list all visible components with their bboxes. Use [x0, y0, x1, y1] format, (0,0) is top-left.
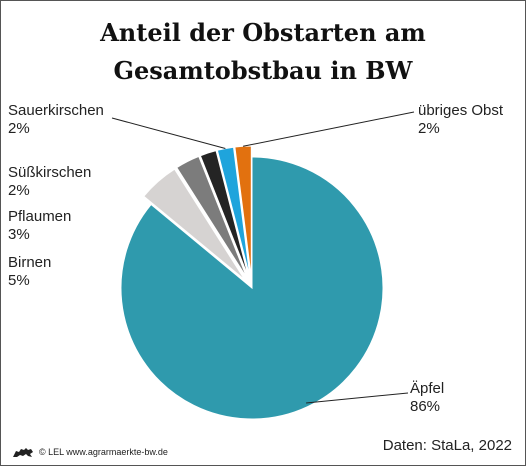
pie-slice-suesskirschen [199, 150, 250, 278]
label-aepfel-value: 86% [410, 398, 441, 415]
label-pflaumen: Pflaumen 3% [8, 208, 71, 244]
footer-copyright: © LEL www.agrarmaerkte-bw.de [39, 447, 168, 457]
lion-logo-icon [13, 448, 33, 457]
leader-line-aepfel [306, 392, 409, 404]
leader-line-uebriges-obst [242, 111, 415, 147]
label-suesskirschen-value: 2% [8, 182, 30, 199]
footer-source: Daten: StaLa, 2022 [382, 437, 512, 454]
label-pflaumen-name: Pflaumen [8, 208, 72, 225]
footer-credit: © LEL www.agrarmaerkte-bw.de [12, 444, 168, 460]
label-aepfel: Äpfel 86% [410, 380, 444, 416]
chart-title-line-1: Anteil der Obstarten am [100, 18, 426, 47]
label-pflaumen-value: 3% [8, 226, 30, 243]
label-uebriges-obst: übriges Obst 2% [418, 102, 503, 138]
pie-slice-pflaumen [176, 155, 248, 279]
label-sauerkirschen: Sauerkirschen 2% [8, 102, 104, 138]
label-sauerkirschen-name: Sauerkirschen [8, 102, 104, 119]
label-birnen: Birnen 5% [8, 254, 51, 290]
leader-line-sauerkirschen [111, 117, 226, 149]
label-birnen-name: Birnen [8, 254, 52, 271]
label-suesskirschen: Süßkirschen 2% [8, 164, 91, 200]
chart-title-line-2: Gesamtobstbau in BW [113, 56, 413, 85]
label-birnen-value: 5% [8, 272, 30, 289]
label-uebriges-obst-value: 2% [418, 120, 440, 137]
label-sauerkirschen-value: 2% [8, 120, 30, 137]
pie-slice-uebriges-obst [234, 145, 252, 278]
label-uebriges-obst-name: übriges Obst [418, 102, 504, 119]
label-aepfel-name: Äpfel [410, 380, 445, 397]
pie-slice-aepfel [120, 156, 384, 420]
label-suesskirschen-name: Süßkirschen [8, 164, 92, 181]
pie-slice-birnen [143, 168, 246, 281]
chart-title: Anteil der Obstarten am Gesamtobstbau in… [0, 14, 526, 90]
